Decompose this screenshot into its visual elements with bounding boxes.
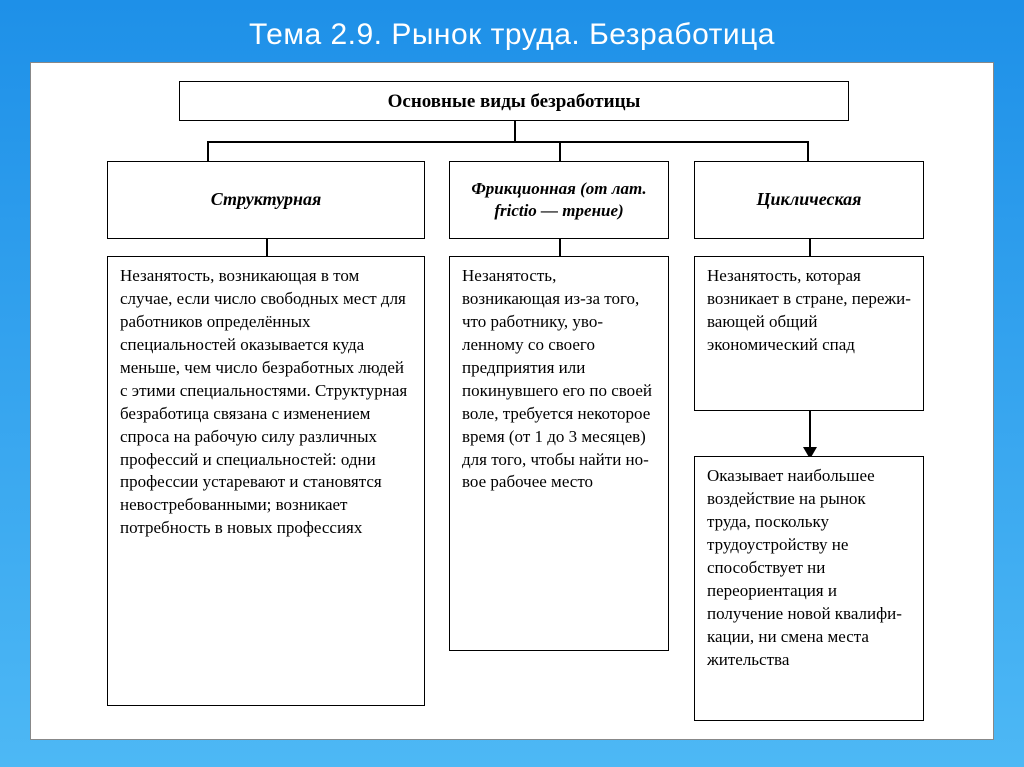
- col-body-structural: Незанятость, возникаю­щая в том случае, …: [107, 256, 425, 706]
- col-body-frictional: Незанятость, возникающая из-за того, что…: [449, 256, 669, 651]
- arrow-line: [809, 411, 811, 451]
- col-extra-cyclical: Оказывает наи­большее воздей­ствие на ры…: [694, 456, 924, 721]
- diagram-card: Основные виды безработицы Структурная Фр…: [30, 62, 994, 740]
- connector: [207, 141, 807, 143]
- slide-title: Тема 2.9. Рынок труда. Безработица: [0, 0, 1024, 62]
- connector: [559, 141, 561, 161]
- connector: [559, 239, 561, 256]
- unemployment-types-diagram: Основные виды безработицы Структурная Фр…: [49, 81, 975, 729]
- connector: [809, 239, 811, 256]
- root-node: Основные виды безработицы: [179, 81, 849, 121]
- col-body-cyclical: Незанятость, ко­торая возникает в стране…: [694, 256, 924, 411]
- connector: [266, 239, 268, 256]
- col-header-frictional: Фрикционная (от лат. frictio — трение): [449, 161, 669, 239]
- col-header-structural: Структурная: [107, 161, 425, 239]
- connector: [514, 121, 516, 141]
- col-header-cyclical: Циклическая: [694, 161, 924, 239]
- connector: [807, 141, 809, 161]
- connector: [207, 141, 209, 161]
